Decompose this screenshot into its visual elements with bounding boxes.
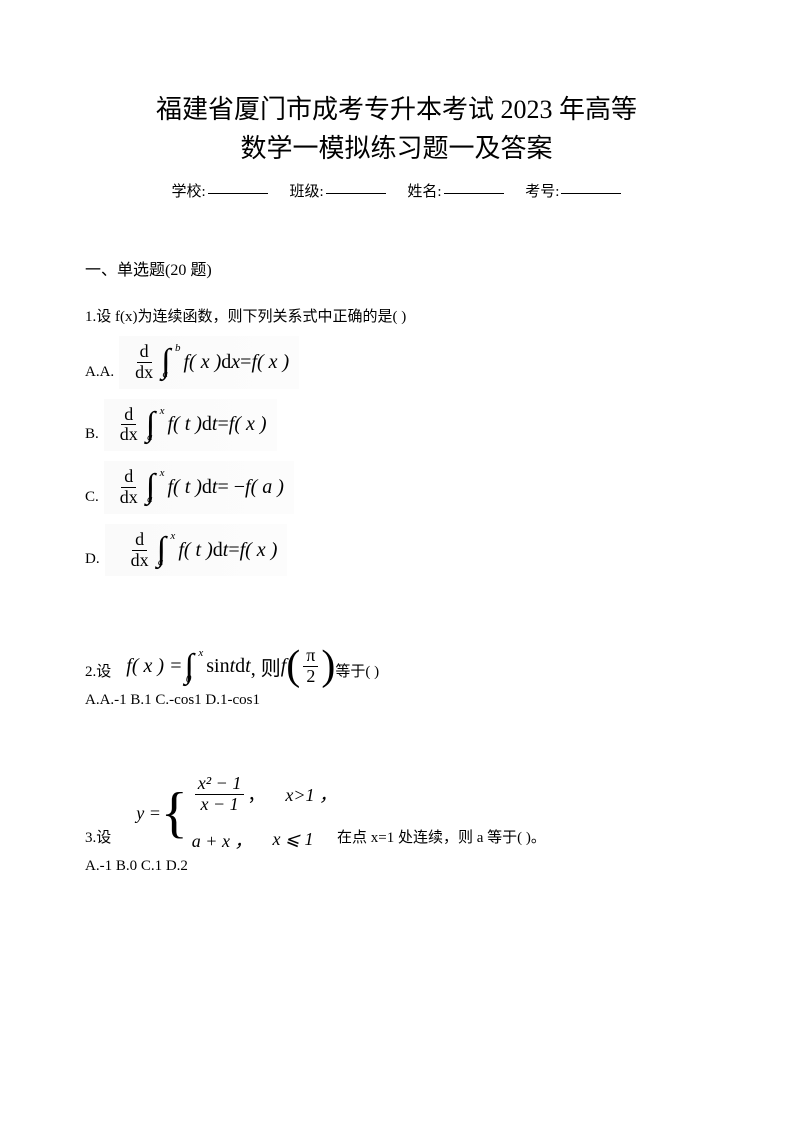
q2-suffix: 等于( ) (335, 660, 379, 687)
q1-c-formula: ddx ∫ax f( t ) dt = − f( a ) (104, 461, 294, 514)
q3-options: A.-1 B.0 C.1 D.2 (85, 858, 708, 875)
q3-suffix: 在点 x=1 处连续，则 a 等于( )。 (337, 826, 546, 853)
q1-option-d: D. ddx ∫ax f( t ) dt = f( x ) (85, 524, 708, 577)
q3-prefix: 3.设 (85, 826, 111, 853)
q1-text: 1.设 f(x)为连续函数，则下列关系式中正确的是( ) (85, 305, 708, 326)
class-blank (326, 193, 386, 194)
exam-no-label: 考号: (525, 184, 559, 200)
q1-a-label: A.A. (85, 364, 114, 389)
question-1: 1.设 f(x)为连续函数，则下列关系式中正确的是( ) A.A. ddx ∫a… (85, 305, 708, 576)
student-info-row: 学校: 班级: 姓名: 考号: (85, 180, 708, 201)
q1-c-label: C. (85, 489, 99, 514)
q1-b-label: B. (85, 426, 99, 451)
school-blank (208, 193, 268, 194)
q2-prefix: 2.设 (85, 660, 111, 687)
name-blank (444, 193, 504, 194)
q1-option-a: A.A. ddx ∫ab f( x ) dx = f( x ) (85, 336, 708, 389)
question-2: 2.设 f( x ) = ∫0x sin tdt , 则 f ( π2 ) 等于… (85, 646, 708, 709)
q1-d-formula: ddx ∫ax f( t ) dt = f( x ) (105, 524, 288, 577)
title-line-1: 福建省厦门市成考专升本考试 2023 年高等 (156, 95, 637, 124)
q2-row: 2.设 f( x ) = ∫0x sin tdt , 则 f ( π2 ) 等于… (85, 646, 708, 687)
school-label: 学校: (172, 184, 206, 200)
q1-b-formula: ddx ∫ax f( t ) dt = f( x ) (104, 399, 277, 452)
exam-no-blank (561, 193, 621, 194)
q3-formula: y = { x² − 1x − 1 ， x>1 ， a + x ， x ⩽ 1 (136, 774, 337, 853)
q1-option-b: B. ddx ∫ax f( t ) dt = f( x ) (85, 399, 708, 452)
q2-options: A.A.-1 B.1 C.-cos1 D.1-cos1 (85, 692, 708, 709)
q1-d-label: D. (85, 551, 100, 576)
section-1-header: 一、单选题(20 题) (85, 256, 708, 280)
question-3: 3.设 y = { x² − 1x − 1 ， x>1 ， a + x ， x … (85, 774, 708, 875)
name-label: 姓名: (407, 184, 441, 200)
title-line-2: 数学一模拟练习题一及答案 (240, 134, 552, 163)
class-label: 班级: (289, 184, 323, 200)
q1-option-c: C. ddx ∫ax f( t ) dt = − f( a ) (85, 461, 708, 514)
q1-a-formula: ddx ∫ab f( x ) dx = f( x ) (119, 336, 299, 389)
q3-row: 3.设 y = { x² − 1x − 1 ， x>1 ， a + x ， x … (85, 774, 708, 853)
document-title: 福建省厦门市成考专升本考试 2023 年高等 数学一模拟练习题一及答案 (85, 90, 708, 168)
q2-formula: f( x ) = ∫0x sin tdt , 则 f ( π2 ) (126, 646, 335, 687)
